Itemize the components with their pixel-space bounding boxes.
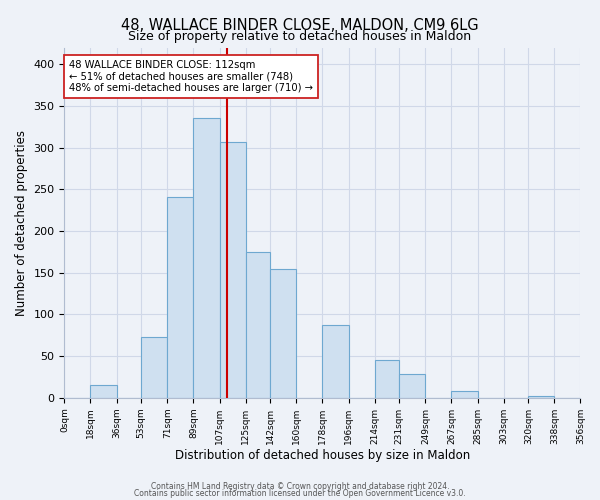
X-axis label: Distribution of detached houses by size in Maldon: Distribution of detached houses by size … [175,450,470,462]
Bar [141,337,167,398]
Bar [270,268,296,398]
Text: Size of property relative to detached houses in Maldon: Size of property relative to detached ho… [128,30,472,43]
Bar [167,197,193,398]
Text: Contains HM Land Registry data © Crown copyright and database right 2024.: Contains HM Land Registry data © Crown c… [151,482,449,491]
Text: 48 WALLACE BINDER CLOSE: 112sqm
← 51% of detached houses are smaller (748)
48% o: 48 WALLACE BINDER CLOSE: 112sqm ← 51% of… [69,60,313,93]
Bar [451,391,478,398]
Bar [245,252,270,398]
Bar [529,396,554,398]
Y-axis label: Number of detached properties: Number of detached properties [15,130,28,316]
Text: 48, WALLACE BINDER CLOSE, MALDON, CM9 6LG: 48, WALLACE BINDER CLOSE, MALDON, CM9 6L… [121,18,479,32]
Bar [193,118,220,398]
Bar [399,374,425,398]
Bar [220,142,245,398]
Text: Contains public sector information licensed under the Open Government Licence v3: Contains public sector information licen… [134,489,466,498]
Bar [322,326,349,398]
Bar [91,386,116,398]
Bar [374,360,399,398]
